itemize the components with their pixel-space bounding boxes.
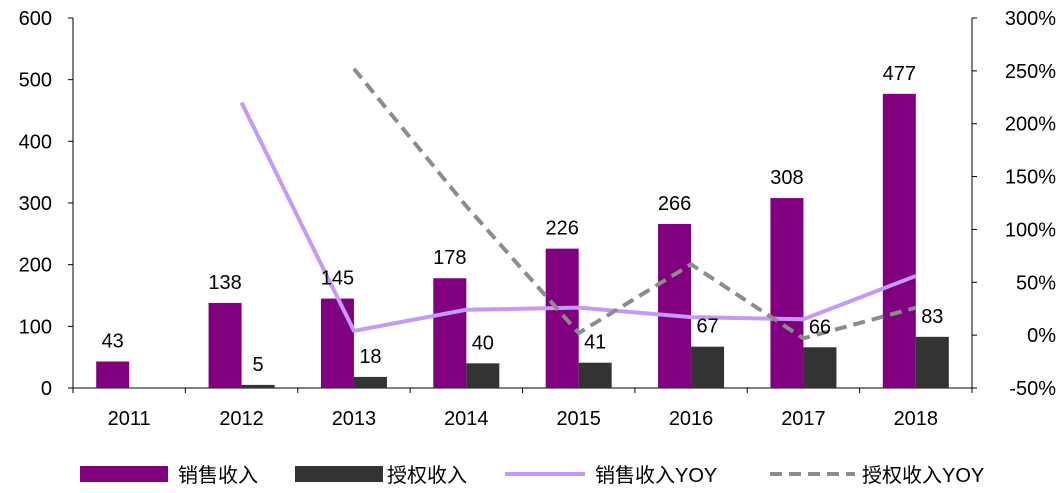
left-tick-label: 500 (19, 70, 52, 92)
legend-label: 销售收入YOY (595, 464, 717, 487)
data-label-sales: 43 (102, 330, 124, 352)
bar-license (241, 384, 275, 388)
data-label-license: 83 (921, 306, 943, 328)
bar-license (466, 363, 500, 388)
x-tick-label: 2018 (894, 408, 939, 430)
left-tick-label: 600 (19, 8, 52, 30)
bar-sales (882, 93, 916, 388)
bar-sales (770, 198, 804, 388)
line-sales-yoy (239, 101, 917, 333)
right-tick-label: 100% (1005, 219, 1056, 241)
data-label-sales: 266 (658, 193, 691, 215)
right-tick-label: 300% (1005, 8, 1056, 30)
right-tick-label: 200% (1005, 114, 1056, 136)
right-y-axis: -50% 0% 50% 100% 150% 200% 250% 300% (971, 8, 1056, 400)
x-tick-label: 2011 (108, 408, 151, 430)
legend-label: 授权收入YOY (862, 464, 984, 487)
lines-group (239, 67, 917, 341)
bar-license (353, 376, 387, 388)
bar-sales (320, 298, 354, 388)
data-label-license: 40 (472, 332, 494, 354)
data-label-sales: 145 (321, 268, 354, 290)
data-label-sales: 178 (433, 247, 466, 269)
data-label-license: 67 (696, 316, 718, 338)
x-tick-label: 2012 (219, 408, 264, 430)
data-label-license: 41 (584, 332, 606, 354)
bar-sales (433, 278, 467, 388)
data-label-sales: 308 (770, 167, 803, 189)
left-y-axis: 0 100 200 300 400 500 600 (19, 8, 74, 400)
right-tick-label: 0% (1027, 325, 1056, 347)
data-label-sales: 226 (546, 218, 579, 240)
data-labels-group: 43 138 145 178 226 266 308 477 5 18 40 41 67 66 83 (102, 63, 944, 376)
legend-label: 销售收入 (178, 464, 258, 487)
data-label-license: 66 (809, 316, 831, 338)
legend-label: 授权收入 (387, 464, 467, 487)
data-label-sales: 477 (883, 63, 916, 85)
x-tick-label: 2016 (669, 408, 714, 430)
data-label-license: 5 (253, 354, 264, 376)
bars-group (96, 93, 949, 388)
line-license-yoy (352, 67, 917, 341)
bar-license (578, 362, 612, 388)
x-tick-label: 2017 (781, 408, 826, 430)
right-tick-label: 150% (1005, 167, 1056, 189)
x-tick-label: 2014 (444, 408, 489, 430)
right-tick-label: 250% (1005, 61, 1056, 83)
bar-sales (208, 302, 242, 388)
right-tick-label: -50% (1009, 378, 1056, 400)
bar-license (691, 346, 725, 388)
bar-license (915, 336, 949, 388)
legend-swatch-1 (295, 466, 383, 482)
bar-sales (96, 361, 130, 388)
bar-sales (658, 223, 692, 388)
left-tick-label: 300 (19, 193, 52, 215)
legend: 销售收入 授权收入 销售收入YOY 授权收入YOY (80, 464, 984, 487)
left-tick-label: 200 (19, 255, 52, 277)
bar-sales (545, 248, 579, 388)
data-label-license: 18 (359, 346, 381, 368)
data-label-sales: 138 (208, 272, 241, 294)
right-tick-label: 50% (1016, 272, 1056, 294)
x-tick-label: 2013 (332, 408, 377, 430)
left-tick-label: 0 (41, 378, 52, 400)
x-tick-label: 2015 (556, 408, 601, 430)
left-tick-label: 400 (19, 131, 52, 153)
x-axis: 2011 2012 2013 2014 2015 2016 2017 2018 (72, 387, 973, 430)
legend-swatch-0 (80, 466, 168, 482)
bar-license (803, 347, 837, 388)
left-tick-label: 100 (19, 316, 52, 338)
